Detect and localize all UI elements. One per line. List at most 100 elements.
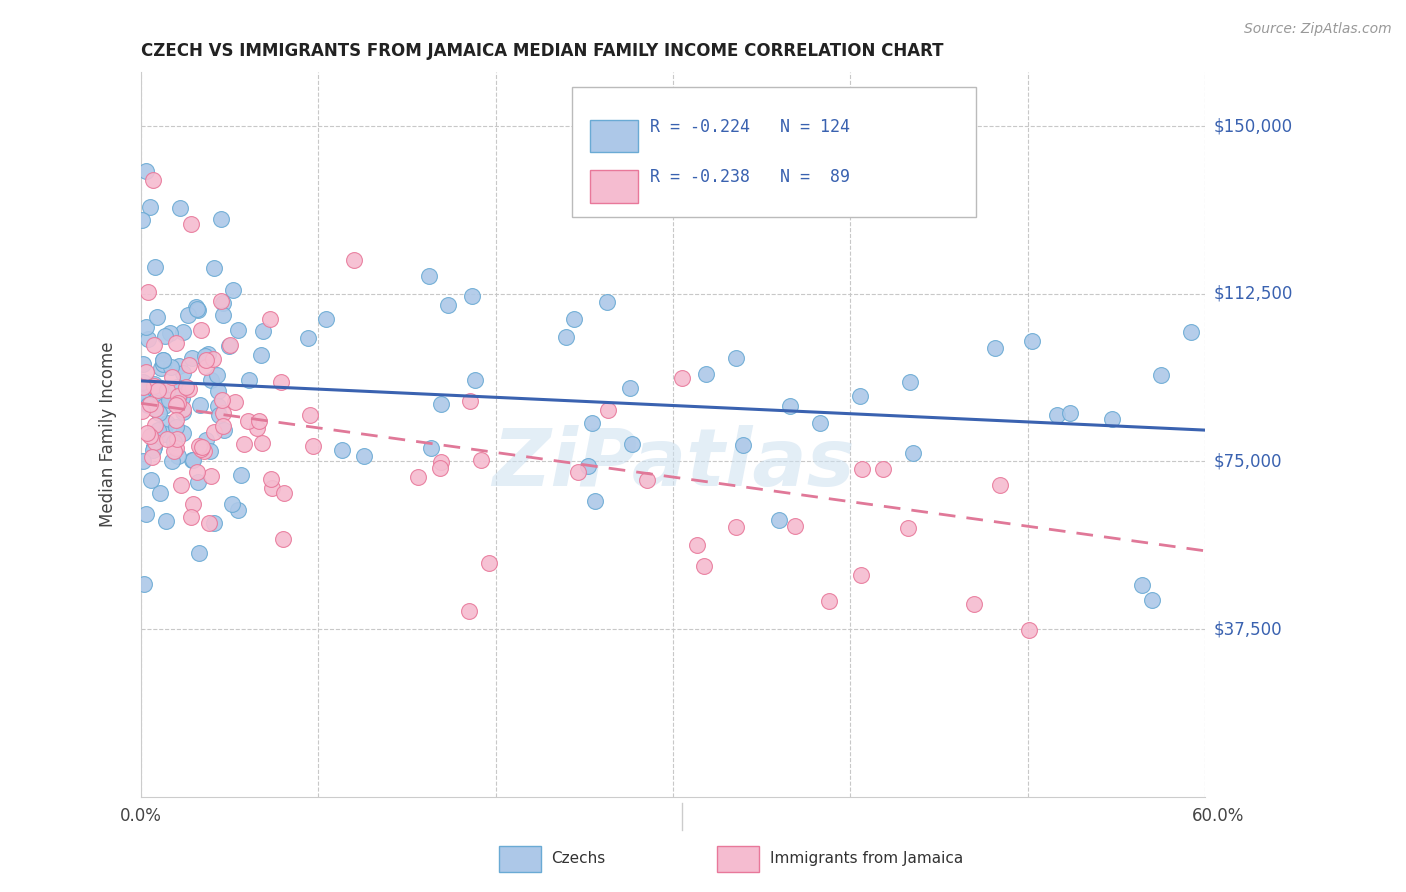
Point [1150, 368, 1173, 383]
Point [671, 370, 693, 384]
Point [149, 486, 172, 500]
Point [205, 368, 228, 383]
Point [458, 604, 481, 618]
Point [783, 519, 806, 533]
Point [250, 348, 273, 362]
Point [353, 450, 375, 464]
Point [167, 449, 190, 463]
Point [143, 376, 166, 391]
Point [143, 417, 166, 432]
Point [166, 432, 188, 446]
Text: R = -0.238   N =  89: R = -0.238 N = 89 [650, 169, 849, 186]
Point [143, 260, 166, 274]
Point [252, 324, 274, 338]
Point [132, 386, 155, 401]
Point [142, 443, 165, 458]
Point [983, 341, 1005, 355]
Point [583, 494, 606, 508]
Point [188, 398, 211, 412]
Text: Immigrants from Jamaica: Immigrants from Jamaica [770, 852, 963, 866]
Point [159, 326, 181, 340]
Point [139, 200, 162, 214]
Point [193, 444, 215, 458]
Point [135, 320, 157, 334]
Point [170, 391, 193, 405]
Point [848, 389, 870, 403]
Point [725, 351, 748, 365]
Point [436, 298, 458, 312]
Point [330, 443, 353, 458]
Point [576, 458, 599, 473]
Point [153, 328, 176, 343]
Point [180, 510, 202, 524]
Point [458, 394, 481, 409]
Point [1059, 406, 1081, 420]
Text: $112,500: $112,500 [1213, 285, 1292, 302]
Point [595, 294, 617, 309]
Point [273, 532, 295, 546]
Point [157, 393, 180, 408]
Point [148, 405, 170, 419]
Point [191, 440, 214, 454]
Point [163, 443, 186, 458]
Point [1132, 578, 1154, 592]
Point [298, 408, 321, 422]
Point [167, 359, 190, 373]
Point [211, 419, 233, 434]
FancyBboxPatch shape [591, 170, 638, 202]
Point [1140, 593, 1163, 607]
Point [470, 453, 492, 467]
Point [143, 338, 166, 352]
Text: $75,000: $75,000 [1213, 452, 1282, 470]
Point [226, 323, 249, 337]
Point [181, 351, 204, 365]
Point [218, 338, 240, 352]
Point [142, 440, 165, 454]
Point [211, 392, 233, 407]
Point [193, 349, 215, 363]
Point [562, 312, 585, 326]
Text: 60.0%: 60.0% [1192, 807, 1244, 825]
Point [172, 366, 194, 380]
Point [211, 296, 233, 310]
Point [156, 416, 179, 430]
Point [195, 433, 218, 447]
Point [135, 508, 157, 522]
Point [872, 461, 894, 475]
Point [143, 379, 166, 393]
Point [135, 426, 157, 441]
Point [259, 312, 281, 326]
Point [190, 323, 212, 337]
Point [146, 423, 169, 437]
Point [187, 302, 209, 317]
Point [163, 434, 186, 449]
Point [260, 481, 283, 495]
Point [302, 439, 325, 453]
Point [132, 380, 155, 394]
Point [132, 577, 155, 591]
Point [420, 441, 443, 455]
Point [166, 380, 188, 394]
Point [131, 212, 153, 227]
Point [194, 359, 217, 374]
Point [181, 497, 204, 511]
Point [141, 450, 163, 464]
Point [808, 416, 831, 430]
Point [731, 438, 754, 452]
Point [135, 163, 157, 178]
Point [132, 375, 155, 389]
Point [180, 218, 202, 232]
Point [174, 379, 197, 393]
Point [131, 384, 153, 399]
Point [186, 300, 208, 314]
Point [143, 441, 166, 455]
Point [207, 400, 229, 414]
Point [152, 353, 174, 368]
Point [190, 442, 212, 457]
Point [135, 365, 157, 379]
Point [1021, 334, 1043, 348]
Point [132, 454, 155, 468]
Point [212, 406, 235, 420]
Point [145, 391, 167, 405]
Point [166, 389, 188, 403]
